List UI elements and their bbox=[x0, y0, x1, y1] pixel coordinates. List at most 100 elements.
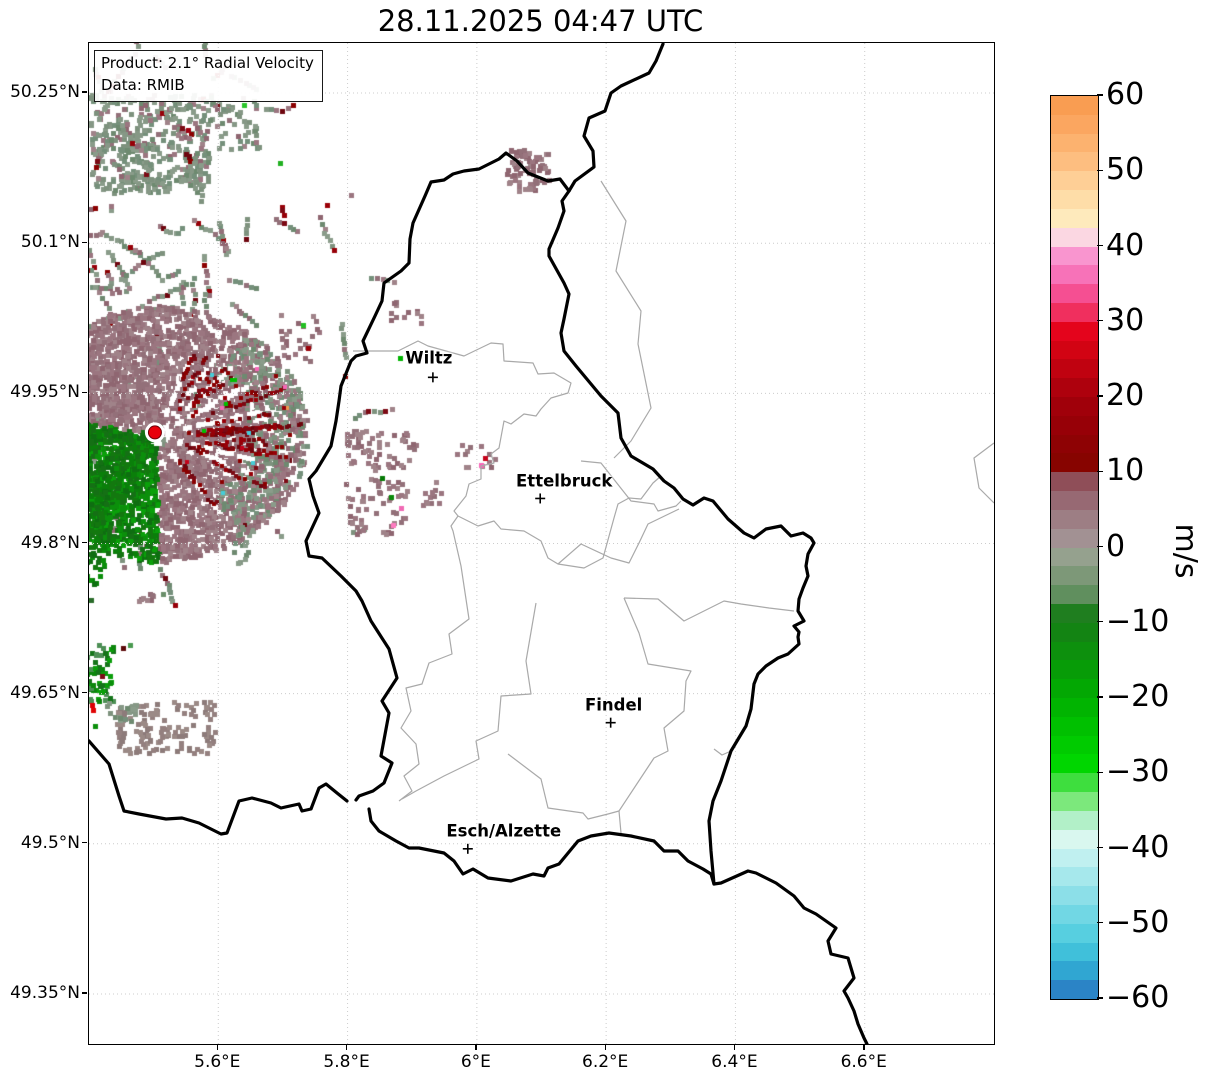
colorbar-tick-mark bbox=[1097, 94, 1103, 96]
colorbar-band bbox=[1051, 415, 1098, 435]
colorbar-band bbox=[1051, 152, 1098, 172]
colorbar-band bbox=[1051, 660, 1098, 680]
colorbar-band bbox=[1051, 773, 1098, 793]
x-tick-mark bbox=[346, 1045, 348, 1050]
colorbar-band bbox=[1051, 980, 1098, 999]
x-tick-label: 5.6°E bbox=[194, 1052, 241, 1072]
colorbar-tick-mark bbox=[1097, 169, 1103, 171]
colorbar-band bbox=[1051, 829, 1098, 849]
y-tick-mark bbox=[82, 691, 87, 694]
colorbar-band bbox=[1051, 566, 1098, 586]
colorbar-band bbox=[1051, 434, 1098, 454]
page-title: 28.11.2025 04:47 UTC bbox=[377, 4, 704, 38]
colorbar-tick-label: −30 bbox=[1106, 754, 1170, 790]
city-label: Findel bbox=[584, 695, 643, 715]
colorbar-band bbox=[1051, 603, 1098, 623]
colorbar-band bbox=[1051, 810, 1098, 830]
colorbar-band bbox=[1051, 321, 1098, 341]
y-tick-label: 49.65°N bbox=[10, 682, 80, 703]
city-label: Esch/Alzette bbox=[446, 821, 562, 841]
colorbar-tick-label: 0 bbox=[1106, 528, 1126, 564]
city-label: Wiltz bbox=[405, 348, 453, 368]
colorbar-band bbox=[1051, 114, 1098, 134]
colorbar-band bbox=[1051, 547, 1098, 567]
colorbar-band bbox=[1051, 848, 1098, 868]
colorbar-band bbox=[1051, 190, 1098, 209]
district-border bbox=[507, 753, 622, 834]
colorbar-band bbox=[1051, 302, 1098, 322]
x-tick-mark bbox=[475, 1045, 477, 1050]
y-tick-mark bbox=[82, 241, 87, 243]
country-border bbox=[547, 43, 869, 1044]
y-tick-label: 50.25°N bbox=[10, 82, 80, 103]
y-tick-mark bbox=[82, 541, 87, 544]
colorbar-band bbox=[1051, 622, 1098, 642]
colorbar-tick-label: 60 bbox=[1106, 77, 1145, 112]
y-tick-mark bbox=[82, 391, 87, 394]
colorbar-tick-label: −10 bbox=[1106, 603, 1170, 639]
colorbar-band bbox=[1051, 792, 1098, 811]
colorbar-band bbox=[1051, 867, 1098, 887]
y-tick-mark bbox=[82, 91, 87, 93]
colorbar-band bbox=[1051, 284, 1098, 303]
colorbar-band bbox=[1051, 904, 1098, 924]
district-border bbox=[401, 602, 537, 800]
y-tick-mark bbox=[82, 842, 87, 844]
colorbar-tick-label: −60 bbox=[1106, 980, 1170, 1015]
y-tick-label: 50.1°N bbox=[20, 232, 80, 253]
district-border bbox=[600, 180, 652, 459]
colorbar-tick-label: 50 bbox=[1106, 152, 1145, 188]
y-tick-label: 49.35°N bbox=[10, 982, 80, 1003]
colorbar-band bbox=[1051, 340, 1098, 360]
colorbar-tick-label: 30 bbox=[1106, 302, 1145, 338]
data-source-label: Data: RMIB bbox=[101, 75, 185, 94]
radar-site-dot bbox=[147, 425, 162, 440]
colorbar-tick-label: −20 bbox=[1106, 679, 1170, 714]
colorbar-tick-mark bbox=[1097, 771, 1103, 773]
x-tick-label: 5.8°E bbox=[323, 1052, 370, 1072]
colorbar-tick-mark bbox=[1097, 621, 1103, 623]
district-border bbox=[457, 475, 662, 569]
map-plot-area: Product: 2.1° Radial Velocity Data: RMIB… bbox=[88, 42, 995, 1045]
colorbar-tick-mark bbox=[1097, 320, 1103, 322]
colorbar-band bbox=[1051, 698, 1098, 717]
district-border bbox=[623, 597, 795, 622]
colorbar-band bbox=[1051, 227, 1098, 247]
colorbar-band bbox=[1051, 96, 1098, 115]
colorbar-band bbox=[1051, 246, 1098, 266]
colorbar-tick-mark bbox=[1097, 244, 1103, 247]
x-tick-mark bbox=[216, 1045, 219, 1050]
colorbar-band bbox=[1051, 472, 1098, 492]
colorbar-tick-mark bbox=[1097, 922, 1103, 924]
colorbar-tick-label: −50 bbox=[1106, 904, 1170, 940]
colorbar-band bbox=[1051, 378, 1098, 397]
colorbar-band bbox=[1051, 171, 1098, 191]
x-tick-label: 6.2°E bbox=[582, 1052, 629, 1072]
colorbar-band bbox=[1051, 886, 1098, 905]
colorbar-tick-label: 40 bbox=[1106, 227, 1145, 263]
colorbar-tick-mark bbox=[1097, 846, 1103, 849]
colorbar-band bbox=[1051, 754, 1098, 774]
colorbar-band bbox=[1051, 208, 1098, 228]
country-border bbox=[89, 739, 349, 836]
district-border bbox=[580, 460, 682, 512]
x-tick-mark bbox=[733, 1045, 736, 1050]
colorbar-tick-mark bbox=[1097, 696, 1103, 698]
colorbar-band bbox=[1051, 359, 1098, 379]
colorbar-band bbox=[1051, 453, 1098, 473]
colorbar-unit-label: m/s bbox=[1168, 523, 1203, 579]
district-border bbox=[557, 508, 680, 565]
colorbar bbox=[1050, 95, 1099, 1000]
colorbar-tick-label: 20 bbox=[1106, 378, 1145, 413]
y-tick-mark bbox=[82, 992, 87, 994]
colorbar-tick-mark bbox=[1097, 395, 1103, 397]
colorbar-band bbox=[1051, 679, 1098, 698]
city-label: Ettelbruck bbox=[516, 471, 613, 491]
district-border bbox=[353, 340, 572, 802]
country-border bbox=[367, 807, 716, 886]
x-tick-mark bbox=[863, 1045, 865, 1050]
colorbar-tick-label: −40 bbox=[1106, 829, 1170, 865]
x-tick-label: 6°E bbox=[460, 1052, 491, 1072]
colorbar-band bbox=[1051, 397, 1098, 416]
map-borders-svg bbox=[89, 43, 994, 1044]
